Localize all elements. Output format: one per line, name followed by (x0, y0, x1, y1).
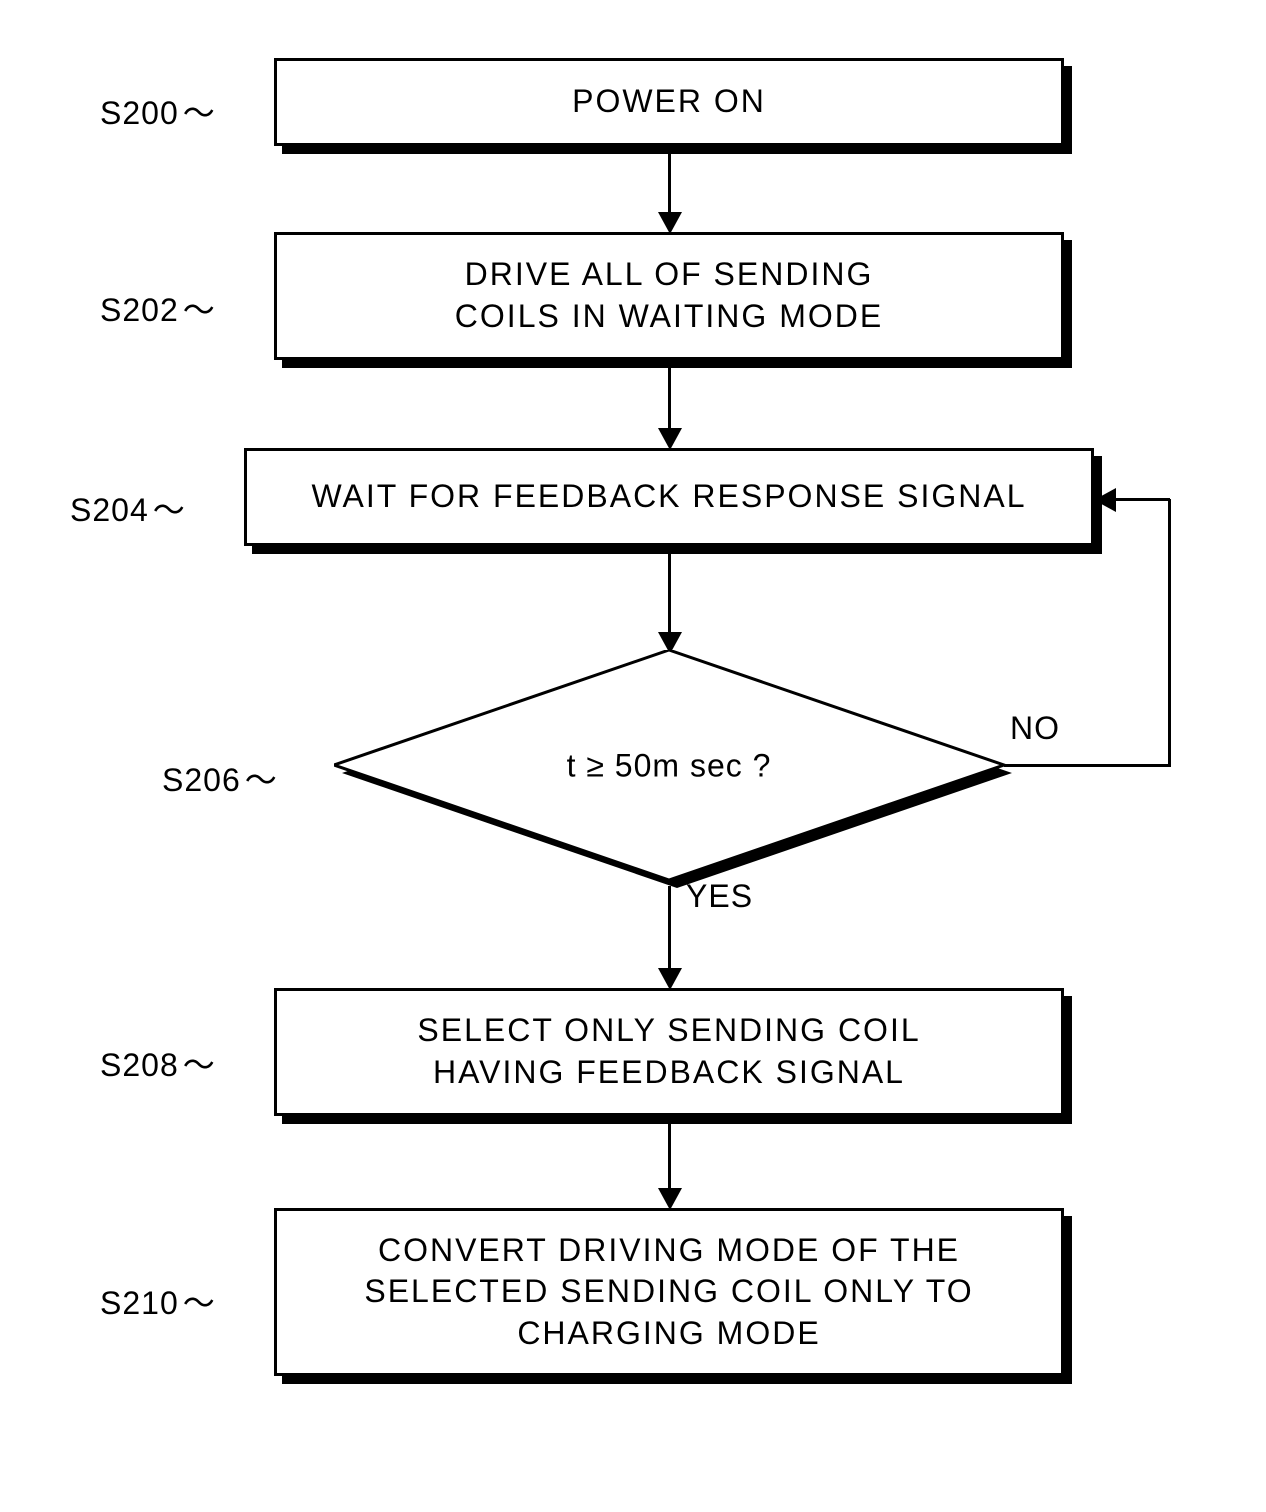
arrowhead (658, 968, 682, 990)
process-text: POWER ON (572, 81, 766, 123)
box-content: CONVERT DRIVING MODE OF THE SELECTED SEN… (274, 1208, 1064, 1376)
arrowhead (658, 428, 682, 450)
tilde-connector: ～ (183, 1047, 211, 1083)
condition-text: t ≥ 50m sec ? (567, 748, 772, 784)
step-label-s204: S204～ (70, 485, 185, 531)
arrowhead (658, 1188, 682, 1210)
loopback-h2 (1114, 498, 1170, 501)
branch-text: YES (686, 878, 753, 914)
step-id-text: S204 (70, 492, 149, 528)
tilde-connector: ～ (183, 1285, 211, 1321)
arrow-s200-s202 (668, 154, 671, 214)
loopback-h1 (1004, 764, 1170, 767)
tilde-connector: ～ (153, 492, 181, 528)
process-text: DRIVE ALL OF SENDING COILS IN WAITING MO… (455, 254, 883, 337)
decision-s206: t ≥ 50m sec ? (334, 650, 1004, 886)
loopback-v (1168, 499, 1171, 767)
box-content: POWER ON (274, 58, 1064, 146)
process-text: SELECT ONLY SENDING COIL HAVING FEEDBACK… (417, 1010, 920, 1093)
step-label-s200: S200～ (100, 88, 215, 134)
box-content: DRIVE ALL OF SENDING COILS IN WAITING MO… (274, 232, 1064, 360)
arrowhead-left (1094, 488, 1116, 512)
arrow-s208-s210 (668, 1124, 671, 1190)
branch-text: NO (1010, 710, 1060, 746)
step-label-s208: S208～ (100, 1040, 215, 1086)
tilde-connector: ～ (183, 95, 211, 131)
step-label-s202: S202～ (100, 285, 215, 331)
process-s202: DRIVE ALL OF SENDING COILS IN WAITING MO… (274, 232, 1064, 360)
process-s200: POWER ON (274, 58, 1064, 146)
box-content: WAIT FOR FEEDBACK RESPONSE SIGNAL (244, 448, 1094, 546)
decision-text: t ≥ 50m sec ? (567, 748, 772, 785)
step-label-s210: S210～ (100, 1278, 215, 1324)
process-s210: CONVERT DRIVING MODE OF THE SELECTED SEN… (274, 1208, 1064, 1376)
process-s204: WAIT FOR FEEDBACK RESPONSE SIGNAL (244, 448, 1094, 546)
no-label: NO (1010, 710, 1060, 747)
tilde-connector: ～ (245, 762, 273, 798)
arrow-s204-s206 (668, 554, 671, 634)
step-id-text: S206 (162, 762, 241, 798)
step-id-text: S200 (100, 95, 179, 131)
arrowhead (658, 212, 682, 234)
yes-label: YES (686, 878, 753, 915)
arrow-s206-s208 (668, 886, 671, 970)
step-id-text: S210 (100, 1285, 179, 1321)
process-text: WAIT FOR FEEDBACK RESPONSE SIGNAL (311, 476, 1026, 518)
process-text: CONVERT DRIVING MODE OF THE SELECTED SEN… (364, 1230, 973, 1355)
flowchart-container: S200～ POWER ON S202～ DRIVE ALL OF SENDIN… (0, 0, 1266, 1512)
arrow-s202-s204 (668, 368, 671, 430)
step-id-text: S208 (100, 1047, 179, 1083)
box-content: SELECT ONLY SENDING COIL HAVING FEEDBACK… (274, 988, 1064, 1116)
tilde-connector: ～ (183, 292, 211, 328)
step-id-text: S202 (100, 292, 179, 328)
step-label-s206: S206～ (162, 755, 277, 801)
process-s208: SELECT ONLY SENDING COIL HAVING FEEDBACK… (274, 988, 1064, 1116)
